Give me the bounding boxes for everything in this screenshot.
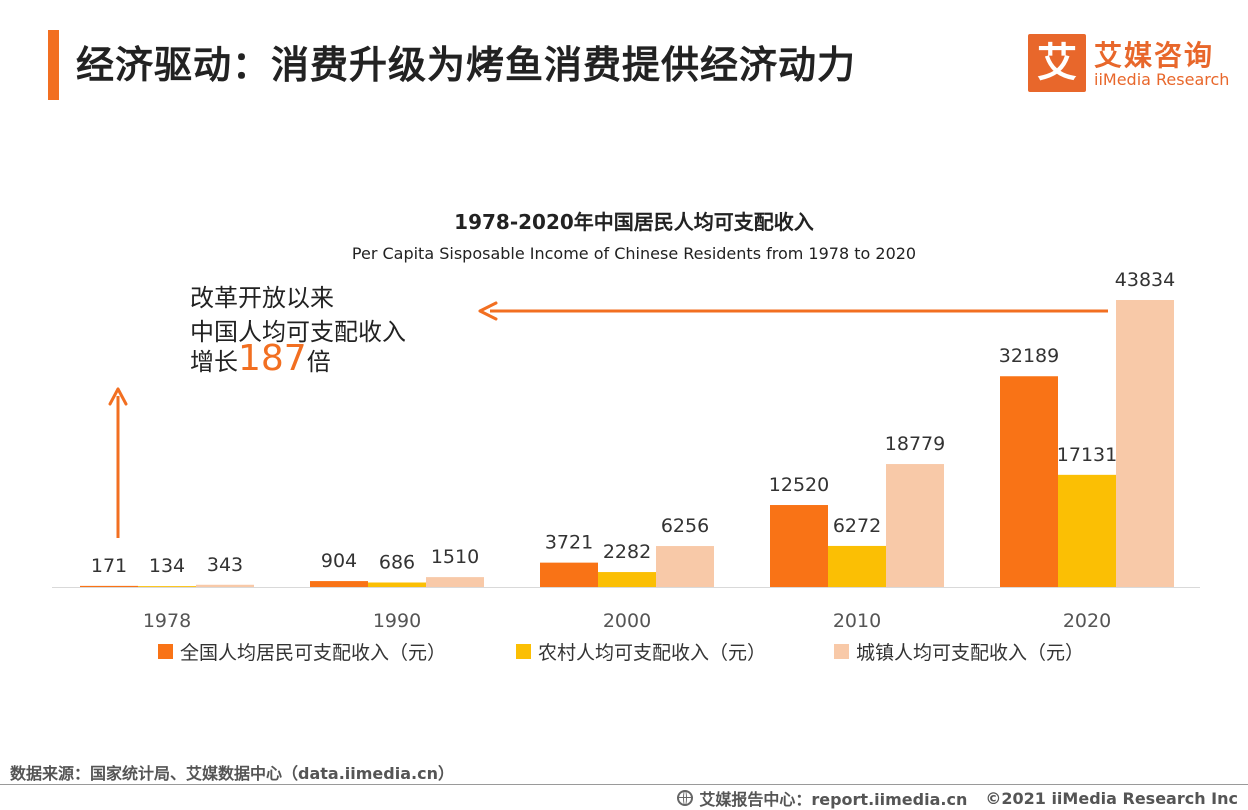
bar [656, 546, 714, 587]
legend-swatch-national [158, 644, 173, 659]
x-tick-label: 2000 [603, 610, 651, 632]
bar [886, 464, 944, 587]
footer-divider [0, 784, 1248, 785]
legend-item-rural: 农村人均可支配收入（元） [516, 638, 766, 665]
logo-mark: 艾 [1028, 34, 1086, 92]
arrow-left-head [478, 301, 498, 321]
legend-label-urban: 城镇人均可支配收入（元） [856, 642, 1085, 664]
brand-logo: 艾 艾媒咨询 iiMedia Research [1028, 34, 1230, 94]
income-bar-chart: 1978 171 134 343 1990 904 686 1510 2000 3721 2282 6… [52, 269, 1200, 632]
x-tick-label: 1990 [373, 610, 421, 632]
legend-label-rural: 农村人均可支配收入（元） [538, 642, 767, 664]
bar [598, 572, 656, 587]
globe-icon [677, 790, 694, 806]
logo-name-cn: 艾媒咨询 [1094, 39, 1215, 72]
data-label: 6272 [833, 515, 881, 537]
legend-item-urban: 城镇人均可支配收入（元） [834, 638, 1084, 665]
bar [368, 582, 426, 587]
bar [196, 584, 254, 587]
x-tick-label: 2010 [833, 610, 881, 632]
data-source: 数据来源：国家统计局、艾媒数据中心（data.iimedia.cn） [10, 764, 454, 783]
annotation-line-1: 改革开放以来 [190, 284, 334, 312]
bar [828, 545, 886, 587]
data-label: 171 [91, 555, 127, 577]
annotation-prefix: 增长 [190, 348, 238, 376]
bar [1058, 474, 1116, 587]
bar [310, 581, 368, 587]
annotation-line-2: 中国人均可支配收入 [190, 318, 406, 346]
chart-title: 1978-2020年中国居民人均可支配收入 [454, 210, 814, 234]
annotation-suffix: 倍 [306, 348, 331, 376]
bar [1000, 376, 1058, 587]
data-label: 17131 [1057, 444, 1117, 466]
legend-swatch-urban [834, 644, 849, 659]
bar [1116, 300, 1174, 587]
x-tick-label: 2020 [1063, 610, 1111, 632]
data-label: 6256 [661, 515, 709, 537]
footer: 艾媒报告中心：report.iimedia.cn ©2021 iiMedia R… [677, 786, 1238, 810]
data-label: 12520 [769, 474, 829, 496]
title-accent-bar [48, 30, 59, 100]
page-title: 经济驱动：消费升级为烤鱼消费提供经济动力 [76, 43, 857, 87]
bar [138, 586, 196, 587]
logo-name-en: iiMedia Research [1094, 70, 1230, 89]
copyright: ©2021 iiMedia Research Inc [985, 788, 1238, 808]
arrow-up-head [108, 387, 128, 406]
bar [426, 577, 484, 587]
bar [540, 562, 598, 587]
x-tick-label: 1978 [143, 610, 191, 632]
legend-swatch-rural [516, 644, 531, 659]
bar [770, 505, 828, 587]
data-label: 343 [207, 554, 243, 576]
legend-label-national: 全国人均居民可支配收入（元） [180, 642, 447, 664]
data-label: 1510 [431, 546, 479, 568]
data-label: 18779 [885, 433, 945, 455]
data-label: 686 [379, 552, 415, 574]
bar [80, 585, 138, 587]
chart-subtitle: Per Capita Sisposable Income of Chinese … [351, 244, 917, 263]
data-label: 43834 [1115, 269, 1175, 291]
report-center: 艾媒报告中心：report.iimedia.cn [699, 790, 968, 809]
legend-item-national: 全国人均居民可支配收入（元） [158, 638, 446, 665]
data-label: 3721 [545, 532, 593, 554]
data-label: 32189 [999, 345, 1059, 367]
annotation-growth-number: 187 [238, 338, 307, 379]
data-label: 2282 [603, 541, 651, 563]
data-label: 904 [321, 550, 357, 572]
data-label: 134 [149, 555, 185, 577]
annotation-line-3: 增长187倍 [190, 338, 331, 379]
